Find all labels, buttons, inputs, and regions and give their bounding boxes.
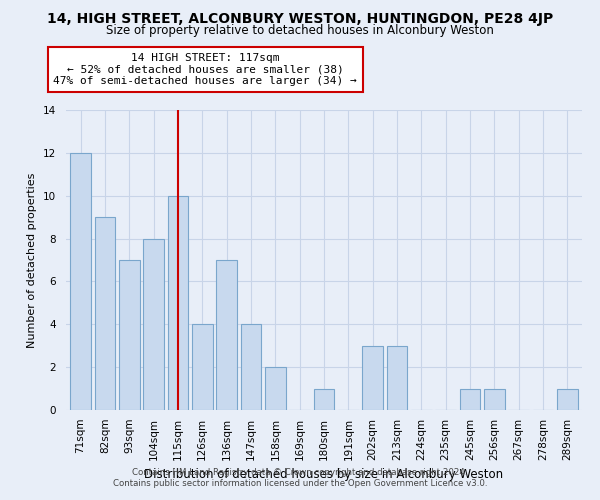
Bar — [386, 346, 407, 410]
Bar — [241, 324, 262, 410]
Bar — [362, 346, 383, 410]
Bar — [70, 153, 91, 410]
Bar — [95, 217, 115, 410]
Text: Size of property relative to detached houses in Alconbury Weston: Size of property relative to detached ho… — [106, 24, 494, 37]
Y-axis label: Number of detached properties: Number of detached properties — [28, 172, 37, 348]
Text: 14, HIGH STREET, ALCONBURY WESTON, HUNTINGDON, PE28 4JP: 14, HIGH STREET, ALCONBURY WESTON, HUNTI… — [47, 12, 553, 26]
Bar — [314, 388, 334, 410]
X-axis label: Distribution of detached houses by size in Alconbury Weston: Distribution of detached houses by size … — [145, 468, 503, 481]
Bar — [143, 238, 164, 410]
Text: Contains HM Land Registry data © Crown copyright and database right 2024.
Contai: Contains HM Land Registry data © Crown c… — [113, 468, 487, 487]
Bar — [192, 324, 212, 410]
Bar — [216, 260, 237, 410]
Bar — [557, 388, 578, 410]
Text: 14 HIGH STREET: 117sqm
← 52% of detached houses are smaller (38)
47% of semi-det: 14 HIGH STREET: 117sqm ← 52% of detached… — [53, 53, 357, 86]
Bar — [167, 196, 188, 410]
Bar — [119, 260, 140, 410]
Bar — [265, 367, 286, 410]
Bar — [460, 388, 481, 410]
Bar — [484, 388, 505, 410]
